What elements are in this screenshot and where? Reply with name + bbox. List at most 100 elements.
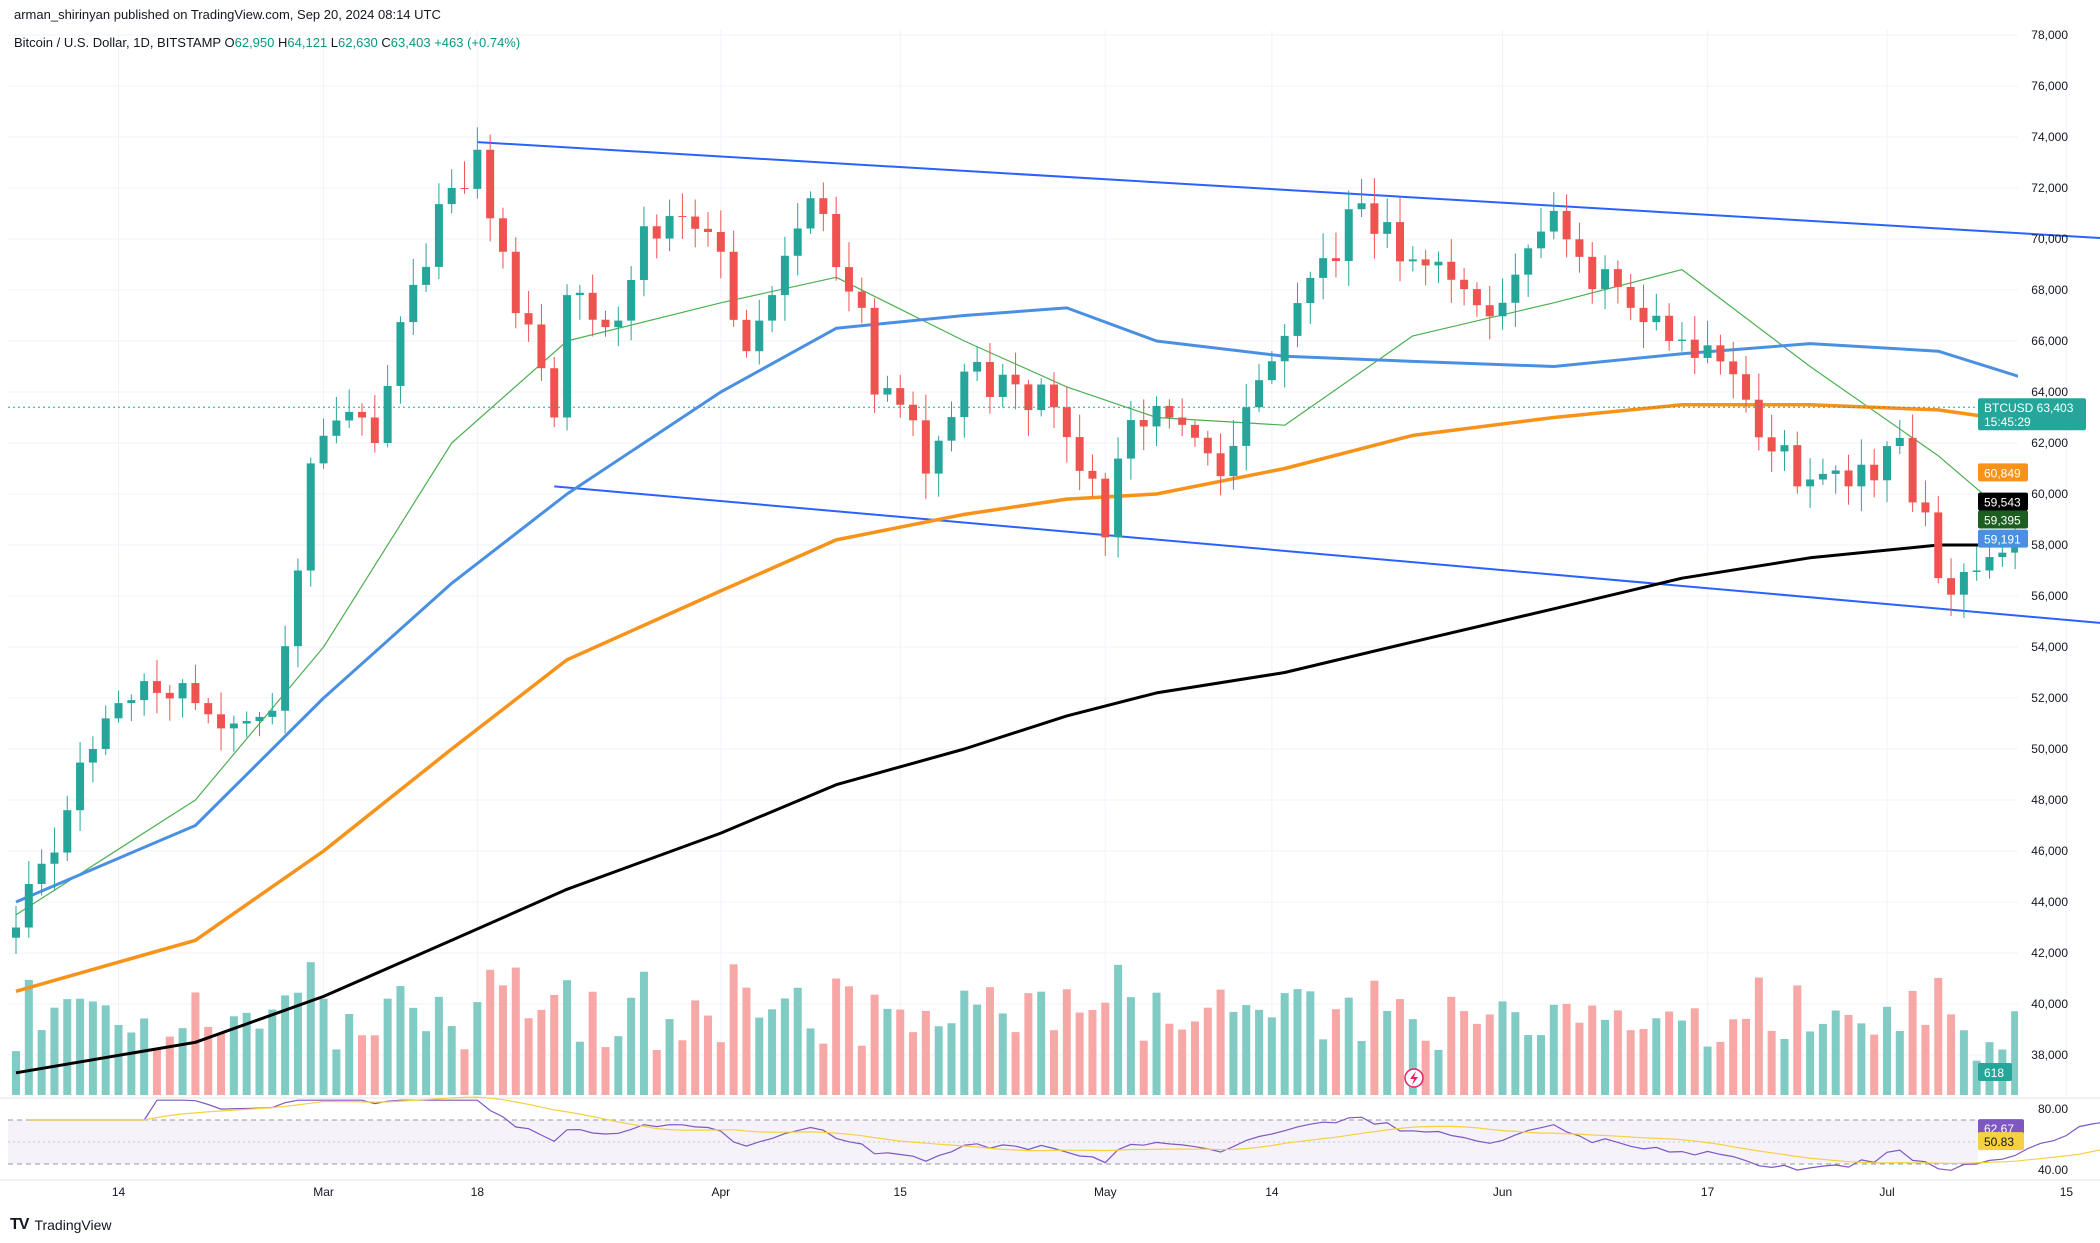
candle-body <box>1203 437 1212 454</box>
volume-bar <box>1793 985 1802 1095</box>
candle-body <box>152 681 161 693</box>
candle-body <box>1139 420 1148 427</box>
last-price-badge: BTCUSD 63,403 15:45:29 <box>1978 398 2086 431</box>
volume-bar <box>1293 989 1302 1095</box>
volume-bar <box>498 985 507 1095</box>
candle-body <box>498 218 507 252</box>
volume-bar <box>319 998 328 1095</box>
ma-long-badge-bg <box>1978 492 2028 511</box>
candle-body <box>1460 279 1469 290</box>
volume-bar <box>473 1002 482 1095</box>
candle-body <box>1088 470 1097 479</box>
candle-body <box>242 721 251 724</box>
candle-body <box>1075 437 1084 471</box>
candle-body <box>947 417 956 441</box>
candle-body <box>1703 345 1712 358</box>
candle-body <box>1152 405 1161 427</box>
volume-bar <box>1767 1030 1776 1095</box>
candle-body <box>1934 512 1943 579</box>
volume-bar <box>1190 1021 1199 1095</box>
y-tick-label: 76,000 <box>2031 79 2068 93</box>
candle-body <box>50 852 59 864</box>
y-tick-label: 64,000 <box>2031 385 2068 399</box>
volume-bar <box>998 1013 1007 1095</box>
x-tick-label: 15 <box>894 1185 908 1199</box>
volume-bar <box>1306 991 1315 1095</box>
y-tick-label: 58,000 <box>2031 538 2068 552</box>
volume-bar <box>1844 1014 1853 1095</box>
volume-bar <box>1806 1031 1815 1095</box>
candle-body <box>1280 335 1289 362</box>
volume-bar <box>1088 1009 1097 1095</box>
candle-body <box>755 320 764 352</box>
candle-body <box>1549 210 1558 232</box>
volume-bar <box>178 1028 187 1095</box>
volume-bar <box>1882 1006 1891 1095</box>
volume-bar <box>1126 997 1135 1095</box>
candle-body <box>1524 248 1533 275</box>
volume-bar <box>896 1009 905 1095</box>
candle-body <box>2088 367 2096 388</box>
volume-bar <box>2011 1011 2018 1095</box>
y-tick-label: 40,000 <box>2031 997 2068 1011</box>
volume-bar <box>2075 966 2083 1095</box>
candle-body <box>1242 407 1251 446</box>
volume-bar <box>1434 1049 1443 1095</box>
rsi-ma-badge: 50.83 <box>1978 1132 2024 1151</box>
candle-body <box>1639 307 1648 323</box>
candle-body <box>1870 464 1879 481</box>
candle-body <box>1037 384 1046 411</box>
volume-bar <box>537 1009 546 1095</box>
volume-bar <box>383 998 392 1095</box>
ohlc-high: H64,121 <box>278 35 328 50</box>
candle-body <box>1472 289 1481 306</box>
volume-bar <box>1062 989 1071 1095</box>
candle-body <box>396 322 405 386</box>
candle-body <box>639 226 648 280</box>
volume-bar <box>1075 1012 1084 1095</box>
volume-bar <box>601 1047 610 1095</box>
candle-body <box>1190 424 1199 438</box>
volume-bar <box>37 1030 46 1095</box>
candle-body <box>1370 203 1379 234</box>
tradingview-logo[interactable]: TV TradingView <box>10 1216 112 1234</box>
candle-body <box>255 716 264 722</box>
candle-body <box>1114 458 1123 538</box>
volume-bar <box>639 971 648 1095</box>
volume-badge: 618 <box>1978 1063 2012 1081</box>
volume-bar <box>511 967 520 1095</box>
candle-body <box>1857 464 1866 487</box>
candle-body <box>140 681 149 701</box>
volume-bar <box>883 1008 892 1095</box>
candle-body <box>780 255 789 296</box>
volume-bar <box>101 1005 110 1095</box>
volume-bar <box>24 979 33 1095</box>
volume-bar <box>1703 1046 1712 1095</box>
candle-body <box>1562 210 1571 240</box>
candle-body <box>12 927 20 938</box>
y-tick-label: 52,000 <box>2031 691 2068 705</box>
volume-bar <box>1280 993 1289 1095</box>
volume-badge-bg <box>1978 1063 2012 1081</box>
volume-bar <box>127 1032 136 1095</box>
rsi-ma-badge-bg <box>1978 1132 2024 1151</box>
y-tick-label: 72,000 <box>2031 181 2068 195</box>
volume-bar <box>819 1043 828 1095</box>
candle-body <box>1536 231 1545 249</box>
candle-body <box>293 570 302 647</box>
candle-body <box>1844 470 1853 487</box>
candle-body <box>729 251 738 320</box>
volume-bar <box>1536 1035 1545 1095</box>
candle-body <box>306 463 315 571</box>
candle-body <box>37 863 46 884</box>
candle-body <box>1267 361 1276 381</box>
volume-bar <box>985 987 994 1095</box>
candle-body <box>1921 502 1930 513</box>
y-tick-label: 38,000 <box>2031 1048 2068 1062</box>
volume-bar <box>588 991 597 1095</box>
volume-bar <box>1626 1030 1635 1095</box>
x-tick-label: 15 <box>2060 1185 2074 1199</box>
candle-body <box>1062 407 1071 438</box>
volume-bar <box>1818 1023 1827 1095</box>
